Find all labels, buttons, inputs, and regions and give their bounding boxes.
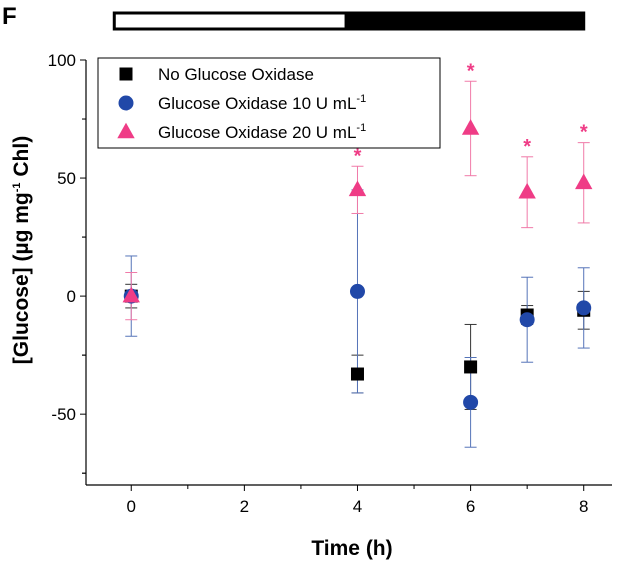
data-point-series-2 (461, 119, 480, 135)
significance-star: * (523, 136, 531, 158)
significance-stars: * * * * (354, 60, 588, 167)
legend-marker-1 (118, 95, 134, 111)
y-tick-label: -50 (51, 405, 76, 424)
x-tick-label: 0 (127, 497, 136, 516)
y-tick-label: 100 (48, 51, 76, 70)
y-axis-title: [Glucose] (µg mg-1 Chl) (10, 136, 33, 364)
data-point-series-2 (518, 182, 536, 199)
x-axis-title: Time (h) (311, 537, 392, 560)
ticks: 0 2 4 6 8 -50 0 50 100 (48, 51, 589, 516)
data-point-series-1 (576, 300, 592, 316)
x-tick-label: 4 (353, 497, 362, 516)
data-point-series-0 (464, 360, 478, 374)
data-point-series-0 (350, 367, 364, 381)
panel-label: F (2, 3, 17, 30)
legend-label-0: No Glucose Oxidase (158, 65, 314, 84)
data-point-series-2 (348, 180, 367, 197)
dark-period-bar (344, 11, 586, 31)
x-tick-label: 8 (579, 497, 588, 516)
significance-star: * (354, 145, 362, 167)
light-dark-bar (112, 11, 586, 31)
y-tick-label: 50 (57, 169, 76, 188)
data-point-series-1 (519, 312, 535, 328)
legend-marker-0 (119, 67, 133, 81)
data-point-series-1 (463, 394, 479, 410)
x-tick-label: 2 (240, 497, 249, 516)
legend-marker-2 (117, 122, 135, 139)
significance-star: * (580, 122, 588, 144)
data-markers (122, 119, 593, 410)
significance-star: * (467, 60, 475, 82)
y-tick-label: 0 (67, 287, 76, 306)
light-period-bar (112, 11, 348, 31)
legend-label-2: Glucose Oxidase 20 U mL-1 (158, 122, 366, 142)
data-point-series-1 (349, 283, 365, 299)
legend-label-1: Glucose Oxidase 10 U mL-1 (158, 93, 366, 113)
data-point-series-2 (575, 173, 593, 190)
legend: No Glucose Oxidase Glucose Oxidase 10 U m… (97, 57, 441, 149)
x-tick-label: 6 (466, 497, 475, 516)
legend-box (97, 57, 441, 149)
data-point-series-2 (122, 286, 140, 303)
